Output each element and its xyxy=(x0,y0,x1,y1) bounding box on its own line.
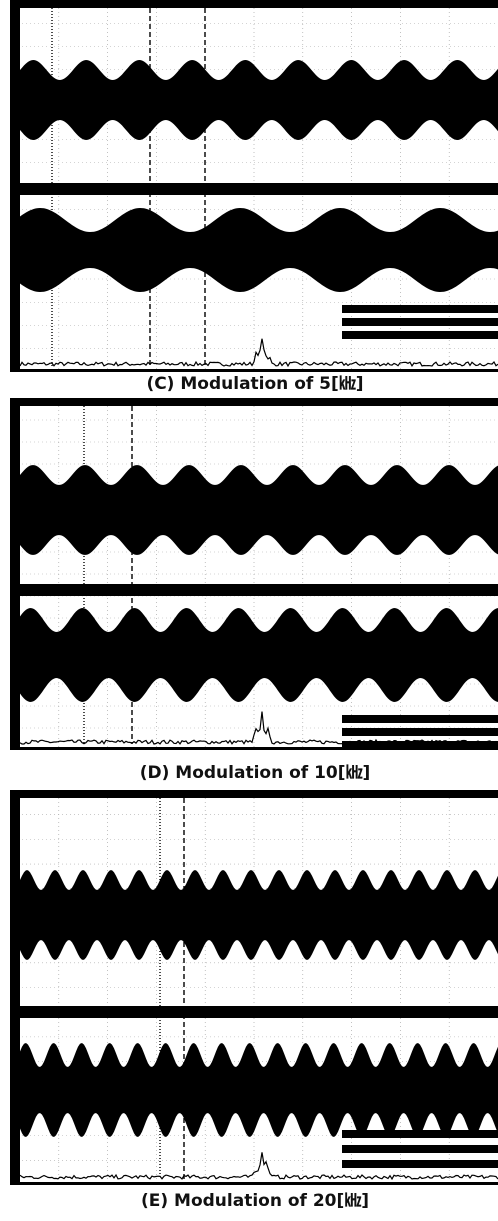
indicator-bar xyxy=(342,305,498,313)
frame-top xyxy=(10,0,498,8)
frame-bottom xyxy=(10,747,498,750)
indicator-bar xyxy=(342,715,498,723)
separator xyxy=(10,1006,498,1018)
indicator-bar xyxy=(342,331,498,339)
frame-left xyxy=(10,790,20,1185)
caption: (E) Modulation of 20[㎑] xyxy=(141,1191,369,1211)
caption: (D) Modulation of 10[㎑] xyxy=(140,763,371,783)
frame-bottom xyxy=(10,1182,498,1185)
separator xyxy=(10,183,498,195)
frame-top xyxy=(10,790,498,798)
caption: (C) Modulation of 5[㎑] xyxy=(146,374,363,394)
indicator-bar xyxy=(342,728,498,736)
indicator-bar xyxy=(342,318,498,326)
separator xyxy=(10,584,498,596)
indicator-bar xyxy=(342,1145,498,1153)
frame-top xyxy=(10,398,498,406)
frame-left xyxy=(10,398,20,750)
frame-bottom xyxy=(10,369,498,372)
waveform xyxy=(20,870,498,959)
indicator-bar xyxy=(342,1160,498,1168)
figure: (C) Modulation of 5[㎑] (D) Modulation of… xyxy=(0,0,498,1221)
indicator-bar xyxy=(342,1130,498,1138)
page: (C) Modulation of 5[㎑] (D) Modulation of… xyxy=(0,0,498,1221)
